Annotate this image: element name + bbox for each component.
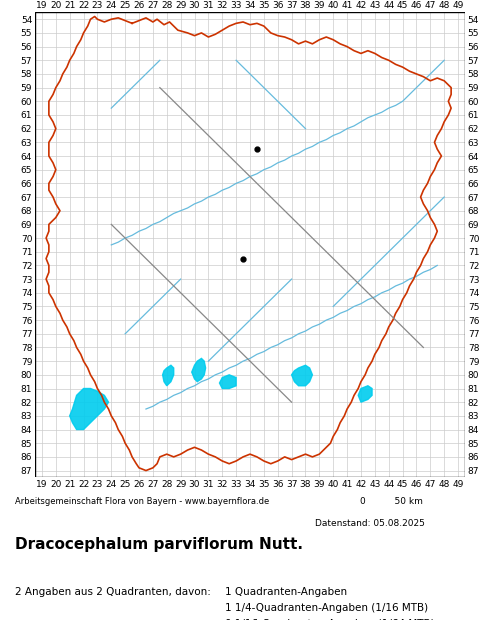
Text: 0          50 km: 0 50 km — [360, 497, 423, 507]
Text: 1 Quadranten-Angaben: 1 Quadranten-Angaben — [225, 587, 347, 596]
Text: Arbeitsgemeinschaft Flora von Bayern - www.bayernflora.de: Arbeitsgemeinschaft Flora von Bayern - w… — [15, 497, 269, 507]
Polygon shape — [192, 358, 205, 382]
Text: 1 1/4-Quadranten-Angaben (1/16 MTB): 1 1/4-Quadranten-Angaben (1/16 MTB) — [225, 603, 428, 613]
Polygon shape — [358, 386, 372, 402]
Text: Datenstand: 05.08.2025: Datenstand: 05.08.2025 — [315, 519, 425, 528]
Text: 0 1/16-Quadranten-Angaben (1/64 MTB): 0 1/16-Quadranten-Angaben (1/64 MTB) — [225, 619, 434, 620]
Polygon shape — [220, 375, 236, 389]
Text: Dracocephalum parviflorum Nutt.: Dracocephalum parviflorum Nutt. — [15, 538, 303, 552]
Text: 2 Angaben aus 2 Quadranten, davon:: 2 Angaben aus 2 Quadranten, davon: — [15, 587, 211, 596]
Polygon shape — [70, 389, 108, 430]
Polygon shape — [162, 365, 173, 386]
Polygon shape — [292, 365, 312, 386]
